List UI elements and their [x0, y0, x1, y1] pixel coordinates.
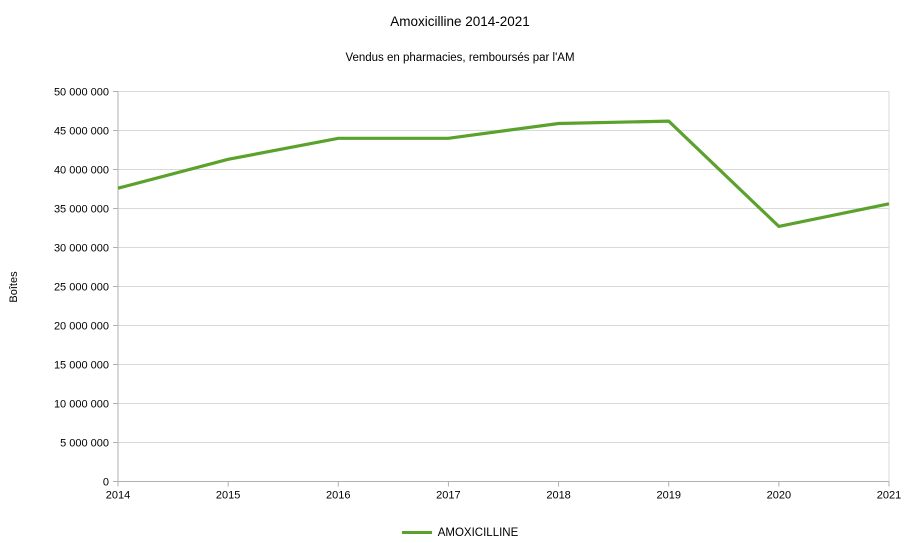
y-tick-label: 45 000 000 [54, 126, 109, 138]
chart-subtitle: Vendus en pharmacies, remboursés par l'A… [345, 52, 575, 64]
x-tick-label: 2016 [326, 490, 350, 502]
y-tick-label: 20 000 000 [54, 321, 109, 333]
legend-line-swatch [401, 531, 432, 534]
series-line-amoxicilline [117, 119, 890, 229]
y-tick-label: 30 000 000 [54, 243, 109, 255]
y-tick-label: 5 000 000 [60, 438, 109, 450]
chart-title: Amoxicilline 2014-2021 [390, 14, 530, 29]
y-tick-label: 15 000 000 [54, 360, 109, 372]
legend: AMOXICILLINE [0, 525, 920, 540]
x-tick-label: 2021 [877, 490, 901, 502]
x-tick-label: 2019 [656, 490, 680, 502]
y-tick-label: 40 000 000 [54, 165, 109, 177]
y-tick-label: 35 000 000 [54, 204, 109, 216]
y-tick-label: 50 000 000 [54, 87, 109, 99]
y-tick-label: 10 000 000 [54, 399, 109, 411]
y-tick-label: 0 [103, 477, 109, 489]
x-tick-label: 2017 [436, 490, 460, 502]
x-tick-label: 2014 [106, 490, 130, 502]
x-tick-label: 2015 [216, 490, 240, 502]
legend-series-label: AMOXICILLINE [437, 526, 519, 539]
x-tick-label: 2020 [767, 490, 791, 502]
x-tick-label: 2018 [546, 490, 570, 502]
y-tick-label: 25 000 000 [54, 282, 109, 294]
